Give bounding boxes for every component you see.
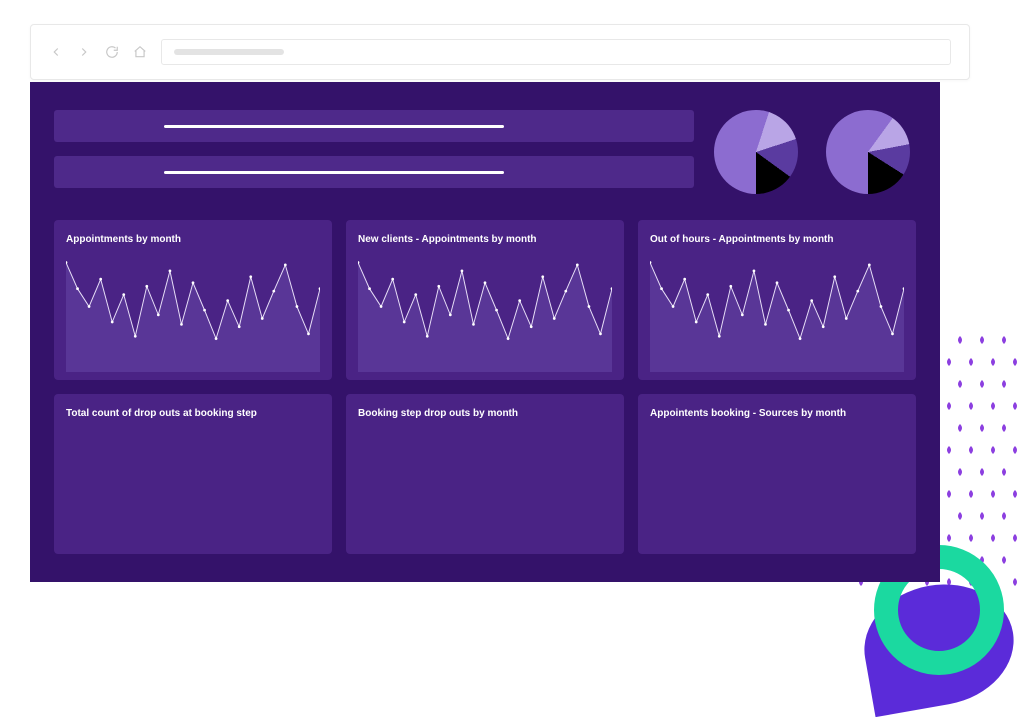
browser-nav-icons	[49, 45, 147, 59]
card-grid: Appointments by month New clients - Appo…	[54, 220, 916, 554]
bar-chart	[66, 427, 320, 546]
line-chart-card: New clients - Appointments by month	[346, 220, 624, 380]
home-icon[interactable]	[133, 45, 147, 59]
header-pie-charts	[714, 110, 916, 194]
card-title: Appointents booking - Sources by month	[650, 408, 904, 419]
placeholder-line	[164, 125, 504, 128]
header-filter-bar[interactable]	[54, 156, 694, 188]
card-title: Appointments by month	[66, 234, 320, 245]
forward-icon[interactable]	[77, 45, 91, 59]
back-icon[interactable]	[49, 45, 63, 59]
line-chart-card: Appointments by month	[54, 220, 332, 380]
browser-frame	[30, 24, 970, 80]
line-chart	[66, 253, 320, 372]
card-title: Booking step drop outs by month	[358, 408, 612, 419]
card-title: Total count of drop outs at booking step	[66, 408, 320, 419]
pie-chart	[714, 110, 798, 194]
card-title: New clients - Appointments by month	[358, 234, 612, 245]
header-filter-bar[interactable]	[54, 110, 694, 142]
placeholder-line	[164, 171, 504, 174]
url-placeholder	[174, 49, 284, 55]
line-chart	[650, 253, 904, 372]
bar-chart	[358, 427, 612, 546]
bar-chart	[650, 427, 904, 546]
bar-chart-card: Booking step drop outs by month	[346, 394, 624, 554]
header-filter-bars	[54, 110, 694, 194]
line-chart-card: Out of hours - Appointments by month	[638, 220, 916, 380]
pie-chart	[826, 110, 910, 194]
line-chart	[358, 253, 612, 372]
card-title: Out of hours - Appointments by month	[650, 234, 904, 245]
dashboard: Appointments by month New clients - Appo…	[30, 82, 940, 582]
bar-chart-card: Appointents booking - Sources by month	[638, 394, 916, 554]
bar-chart-card: Total count of drop outs at booking step	[54, 394, 332, 554]
reload-icon[interactable]	[105, 45, 119, 59]
browser-toolbar	[31, 25, 969, 79]
url-bar[interactable]	[161, 39, 951, 65]
dashboard-header	[54, 110, 916, 194]
